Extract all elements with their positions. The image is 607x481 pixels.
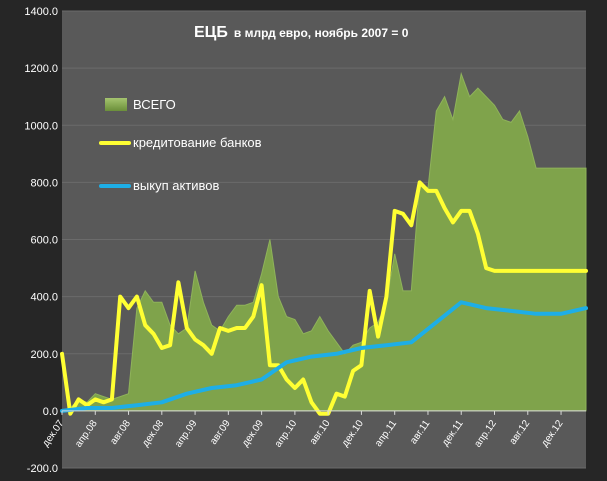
legend: ВСЕГО кредитование банков выкуп активов (99, 97, 262, 193)
y-tick-label: 0.0 (43, 406, 58, 418)
y-tick-label: 400.0 (30, 292, 58, 304)
series-lines-layer (60, 180, 588, 416)
legend-label-total: ВСЕГО (133, 97, 176, 112)
legend-label-assets: выкуп активов (133, 178, 220, 193)
total-area-layer (61, 71, 587, 412)
y-tick-label: 600.0 (30, 235, 58, 247)
y-axis-ticks: -200.0 0.0 200.0 400.0 600.0 800.0 1000.0 1200.… (24, 6, 58, 475)
series-line-assets (60, 300, 588, 413)
y-tick-label: 1200.0 (24, 63, 58, 75)
legend-label-lending: кредитование банков (133, 135, 262, 150)
series-line-lending (60, 180, 588, 416)
chart-subtitle: в млрд евро, ноябрь 2007 = 0 (234, 26, 409, 40)
y-tick-label: 1400.0 (24, 6, 58, 18)
legend-swatch-total (105, 98, 127, 111)
y-tick-label: -200.0 (27, 463, 58, 475)
series-area-total (61, 71, 587, 412)
y-tick-label: 200.0 (30, 349, 58, 361)
y-tick-label: 800.0 (30, 177, 58, 189)
chart-title: ЕЦБ (194, 24, 228, 41)
y-tick-label: 1000.0 (24, 120, 58, 132)
